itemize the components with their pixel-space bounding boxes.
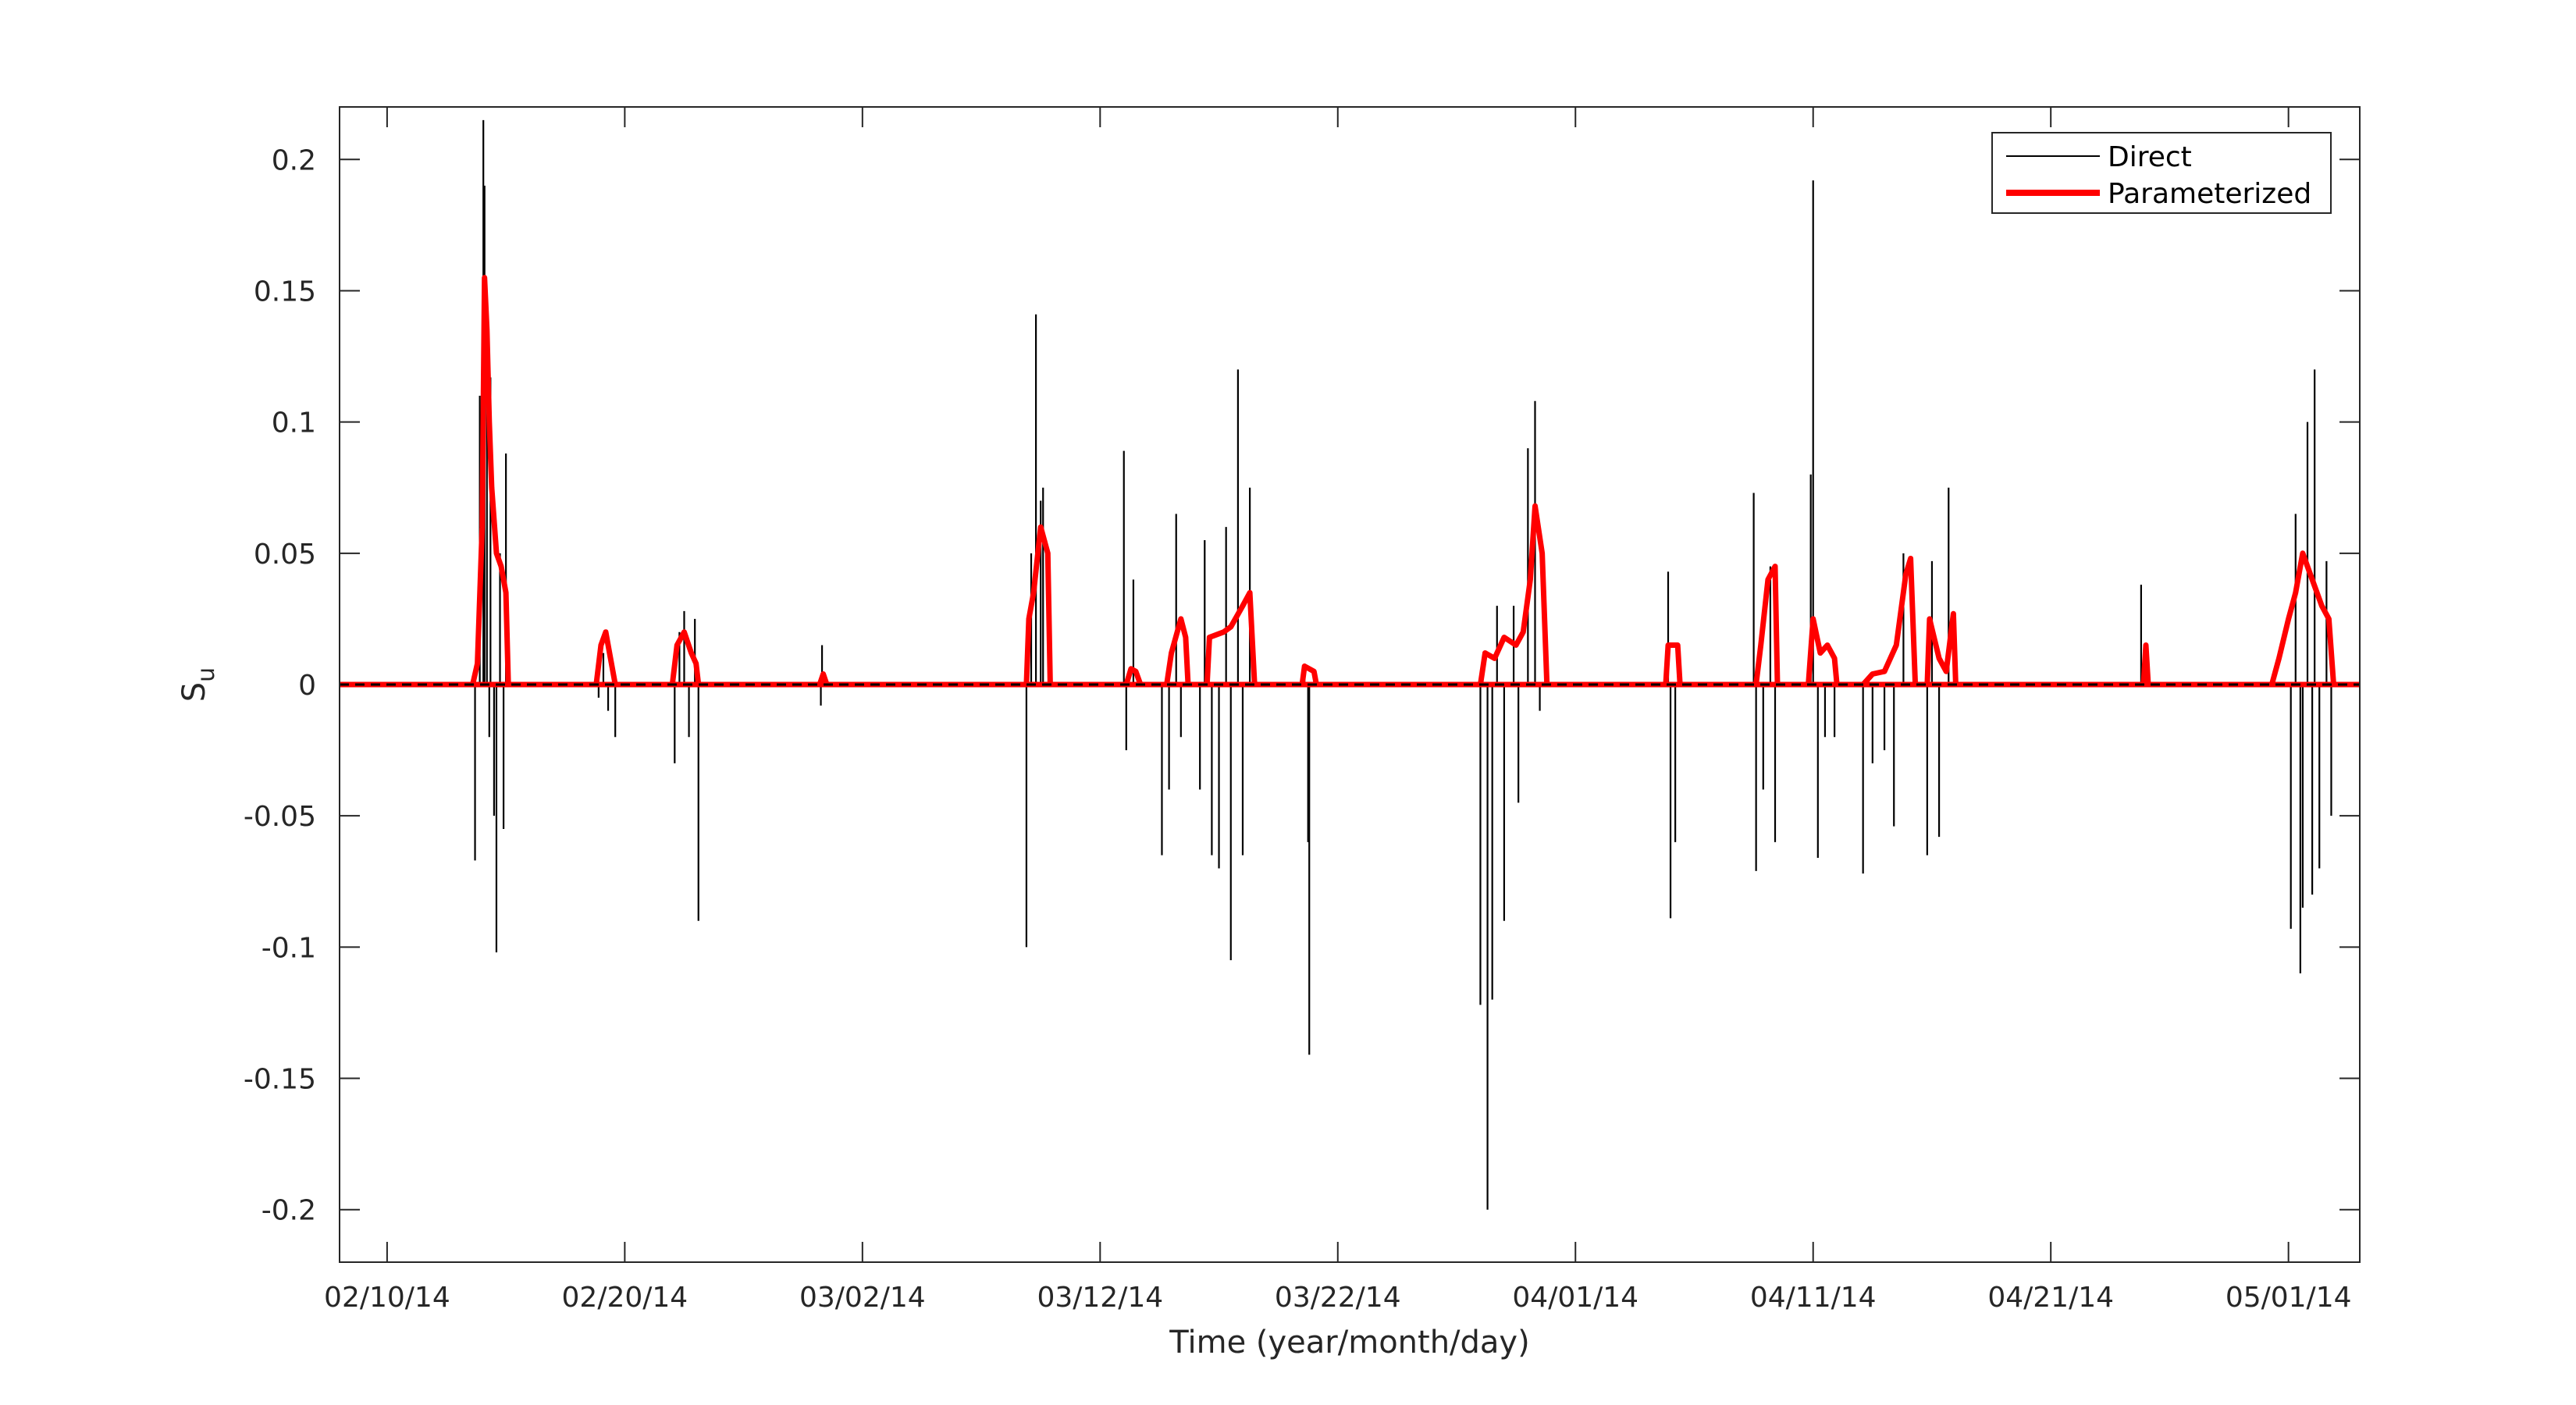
y-tick-label: -0.2 [262,1195,316,1227]
parameterized-segment [1478,503,1550,685]
parameterized-segment [669,629,702,685]
parameterized-segment [1299,663,1319,685]
x-axis-ticks: 02/10/14 02/20/14 03/02/14 03/12/14 03/22/14… [324,107,2352,1314]
x-tick-label: 03/12/14 [1037,1282,1163,1314]
y-axis-label: Su [176,667,220,702]
legend-label-parameterized: Parameterized [2108,178,2311,210]
y-axis-ticks: 0.2 0.15 0.1 0.05 0 -0.05 -0.1 -0.15 -0.2 [244,144,2360,1227]
legend: Direct Parameterized [1991,132,2332,214]
y-tick-label: -0.05 [244,801,316,833]
x-axis-label: Time (year/month/day) [1169,1325,1529,1361]
series-parameterized [340,275,2360,688]
y-tick-label: -0.1 [262,932,316,964]
y-tick-label: 0.2 [272,144,316,176]
legend-box [1991,132,2332,214]
x-tick-label: 05/01/14 [2226,1282,2352,1314]
parameterized-segment [470,275,511,685]
x-tick-label: 03/22/14 [1275,1282,1401,1314]
parameterized-segment [2268,550,2336,685]
x-tick-label: 04/11/14 [1750,1282,1877,1314]
parameterized-segment [593,629,618,685]
y-tick-label: 0.1 [272,407,316,439]
parameterized-segment [1204,589,1258,685]
x-tick-label: 04/21/14 [1987,1282,2114,1314]
parameterized-segment [1164,616,1191,685]
y-axis-label-sub: u [193,667,220,682]
parameterized-segment [1806,616,1840,685]
y-axis-label-main: S [176,682,212,702]
parameterized-segment [1663,642,1683,685]
x-tick-label: 02/20/14 [562,1282,688,1314]
parameterized-segment [1123,666,1144,686]
parameterized-segment [1023,524,1053,685]
y-tick-label: 0.05 [254,539,316,571]
x-tick-label: 03/02/14 [799,1282,926,1314]
parameterized-segment [1753,564,1781,685]
parameterized-segment [817,671,830,686]
parameterized-segment [1861,556,1919,687]
series-direct [340,119,2360,1210]
parameterized-segment [2140,642,2151,685]
x-tick-label: 04/01/14 [1512,1282,1638,1314]
x-tick-label: 02/10/14 [324,1282,450,1314]
y-tick-label: -0.15 [244,1064,316,1096]
plot-frame [339,106,2361,1263]
y-tick-label: 0 [298,670,316,702]
legend-label-direct: Direct [2108,141,2192,173]
parameterized-segment [1924,610,1959,685]
y-tick-label: 0.15 [254,276,316,308]
